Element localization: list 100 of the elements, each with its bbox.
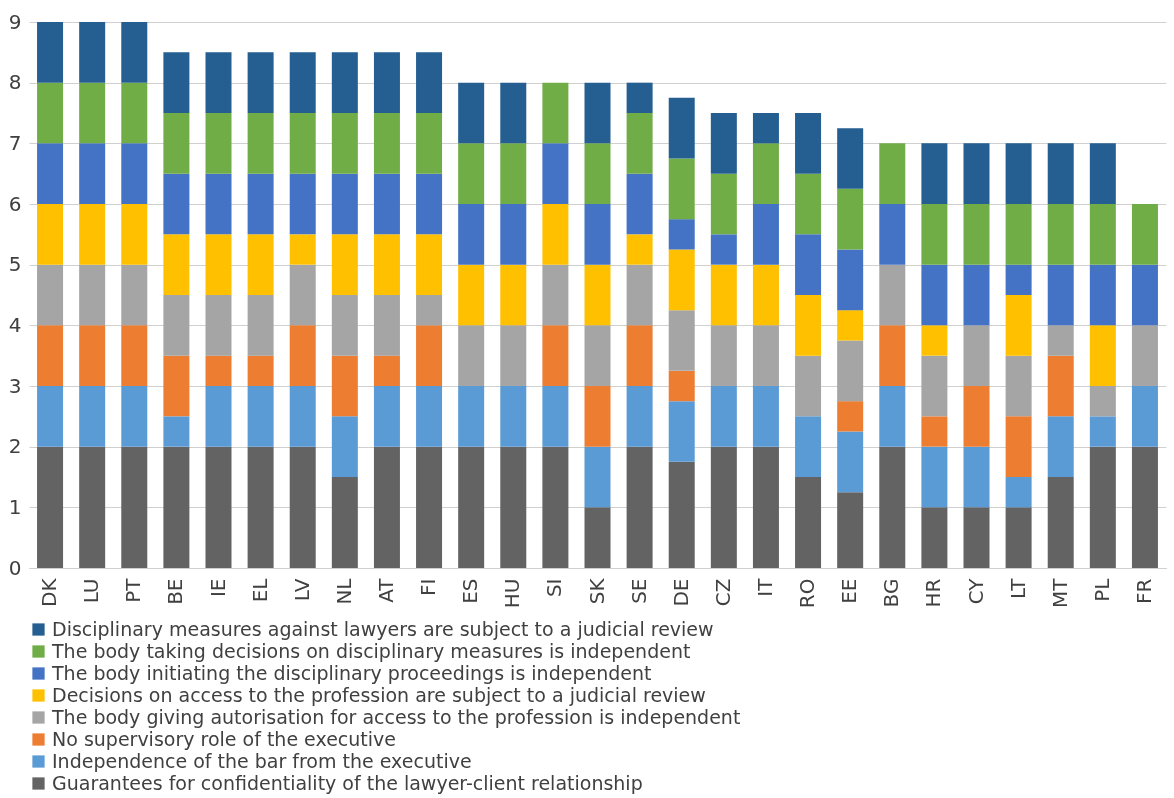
bar <box>163 234 190 295</box>
bar <box>963 507 990 568</box>
bar <box>458 325 485 386</box>
bar <box>795 234 822 295</box>
bar <box>458 143 485 204</box>
bar <box>289 325 316 386</box>
bar <box>37 143 64 204</box>
bar <box>331 355 358 417</box>
bar <box>963 386 990 447</box>
bar <box>879 204 906 265</box>
bar <box>205 295 232 356</box>
bar <box>289 386 316 447</box>
bar <box>458 204 485 265</box>
bar <box>837 310 864 341</box>
bar <box>837 401 864 432</box>
bar <box>795 295 822 356</box>
bar <box>668 401 695 462</box>
bar <box>121 22 148 83</box>
bar <box>373 173 400 235</box>
bar <box>542 143 569 204</box>
bar <box>500 446 527 568</box>
bar <box>416 113 443 174</box>
bar <box>963 325 990 386</box>
bar <box>1005 355 1032 417</box>
bar <box>79 22 106 83</box>
bar <box>584 204 611 265</box>
bar <box>710 446 737 568</box>
bar <box>1131 204 1158 265</box>
bar <box>289 234 316 265</box>
bar <box>584 386 611 447</box>
bar <box>205 386 232 447</box>
x-tick-label: CZ <box>710 578 735 607</box>
bar <box>373 295 400 356</box>
bar <box>710 264 737 326</box>
bar <box>837 431 864 493</box>
bar <box>542 82 569 144</box>
legend-label: No supervisory role of the executive <box>52 727 396 750</box>
bar <box>1047 204 1074 265</box>
bar <box>79 386 106 447</box>
bar <box>752 264 779 326</box>
x-tick-label: SI <box>542 578 567 598</box>
x-tick-label: MT <box>1047 577 1072 608</box>
bar <box>921 204 948 265</box>
bar <box>837 188 864 250</box>
bar <box>163 416 190 447</box>
x-tick-label: LU <box>79 578 104 604</box>
bar <box>1005 204 1032 265</box>
bar <box>795 477 822 568</box>
bar <box>626 82 653 113</box>
bar <box>205 113 232 174</box>
bar <box>1089 325 1116 386</box>
x-tick-label: LV <box>289 578 314 602</box>
y-tick-label: 9 <box>8 9 22 34</box>
bar <box>963 143 990 204</box>
y-tick-label: 4 <box>8 312 22 337</box>
bar <box>1089 143 1116 204</box>
y-tick-label: 0 <box>8 555 22 580</box>
bar <box>668 97 695 159</box>
y-tick-label: 5 <box>8 252 22 277</box>
bar <box>710 234 737 265</box>
bar <box>710 113 737 174</box>
x-tick-label: BE <box>163 578 188 605</box>
bar <box>668 461 695 568</box>
x-tick-label: IE <box>205 578 230 598</box>
bar <box>289 264 316 326</box>
bar <box>163 173 190 235</box>
bar <box>752 446 779 568</box>
x-tick-label: RO <box>795 578 820 609</box>
bar <box>795 173 822 235</box>
bar <box>921 325 948 356</box>
y-tick-label: 8 <box>8 70 22 95</box>
legend-label: The body initiating the disciplinary proceedings is independent <box>51 661 652 684</box>
bar <box>1047 264 1074 326</box>
bar <box>79 204 106 265</box>
bar <box>37 386 64 447</box>
bar <box>879 143 906 204</box>
bar <box>795 355 822 417</box>
bar <box>921 446 948 508</box>
bar <box>205 355 232 386</box>
bar <box>121 446 148 568</box>
bar <box>626 264 653 326</box>
bar <box>626 113 653 174</box>
bar <box>1047 416 1074 477</box>
bar <box>1089 446 1116 568</box>
bar <box>205 446 232 568</box>
bar <box>837 492 864 568</box>
bar <box>1005 507 1032 568</box>
bar <box>205 173 232 235</box>
x-tick-label: EL <box>247 577 272 603</box>
legend-label: Independence of the bar from the executive <box>52 749 472 772</box>
bar <box>1005 143 1032 204</box>
bar <box>584 325 611 386</box>
bar <box>458 386 485 447</box>
bar <box>500 386 527 447</box>
bar <box>752 325 779 386</box>
bar <box>752 113 779 144</box>
bar <box>879 446 906 568</box>
bar <box>921 416 948 447</box>
bar <box>121 386 148 447</box>
bar <box>584 264 611 326</box>
